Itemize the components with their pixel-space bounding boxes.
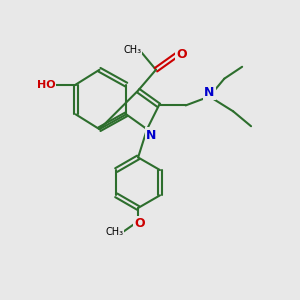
- Text: O: O: [176, 48, 187, 62]
- Text: CH₃: CH₃: [123, 45, 141, 56]
- Text: CH₃: CH₃: [105, 227, 123, 237]
- Text: HO: HO: [37, 80, 55, 90]
- Text: O: O: [134, 217, 145, 230]
- Text: N: N: [146, 129, 157, 142]
- Text: N: N: [204, 85, 214, 98]
